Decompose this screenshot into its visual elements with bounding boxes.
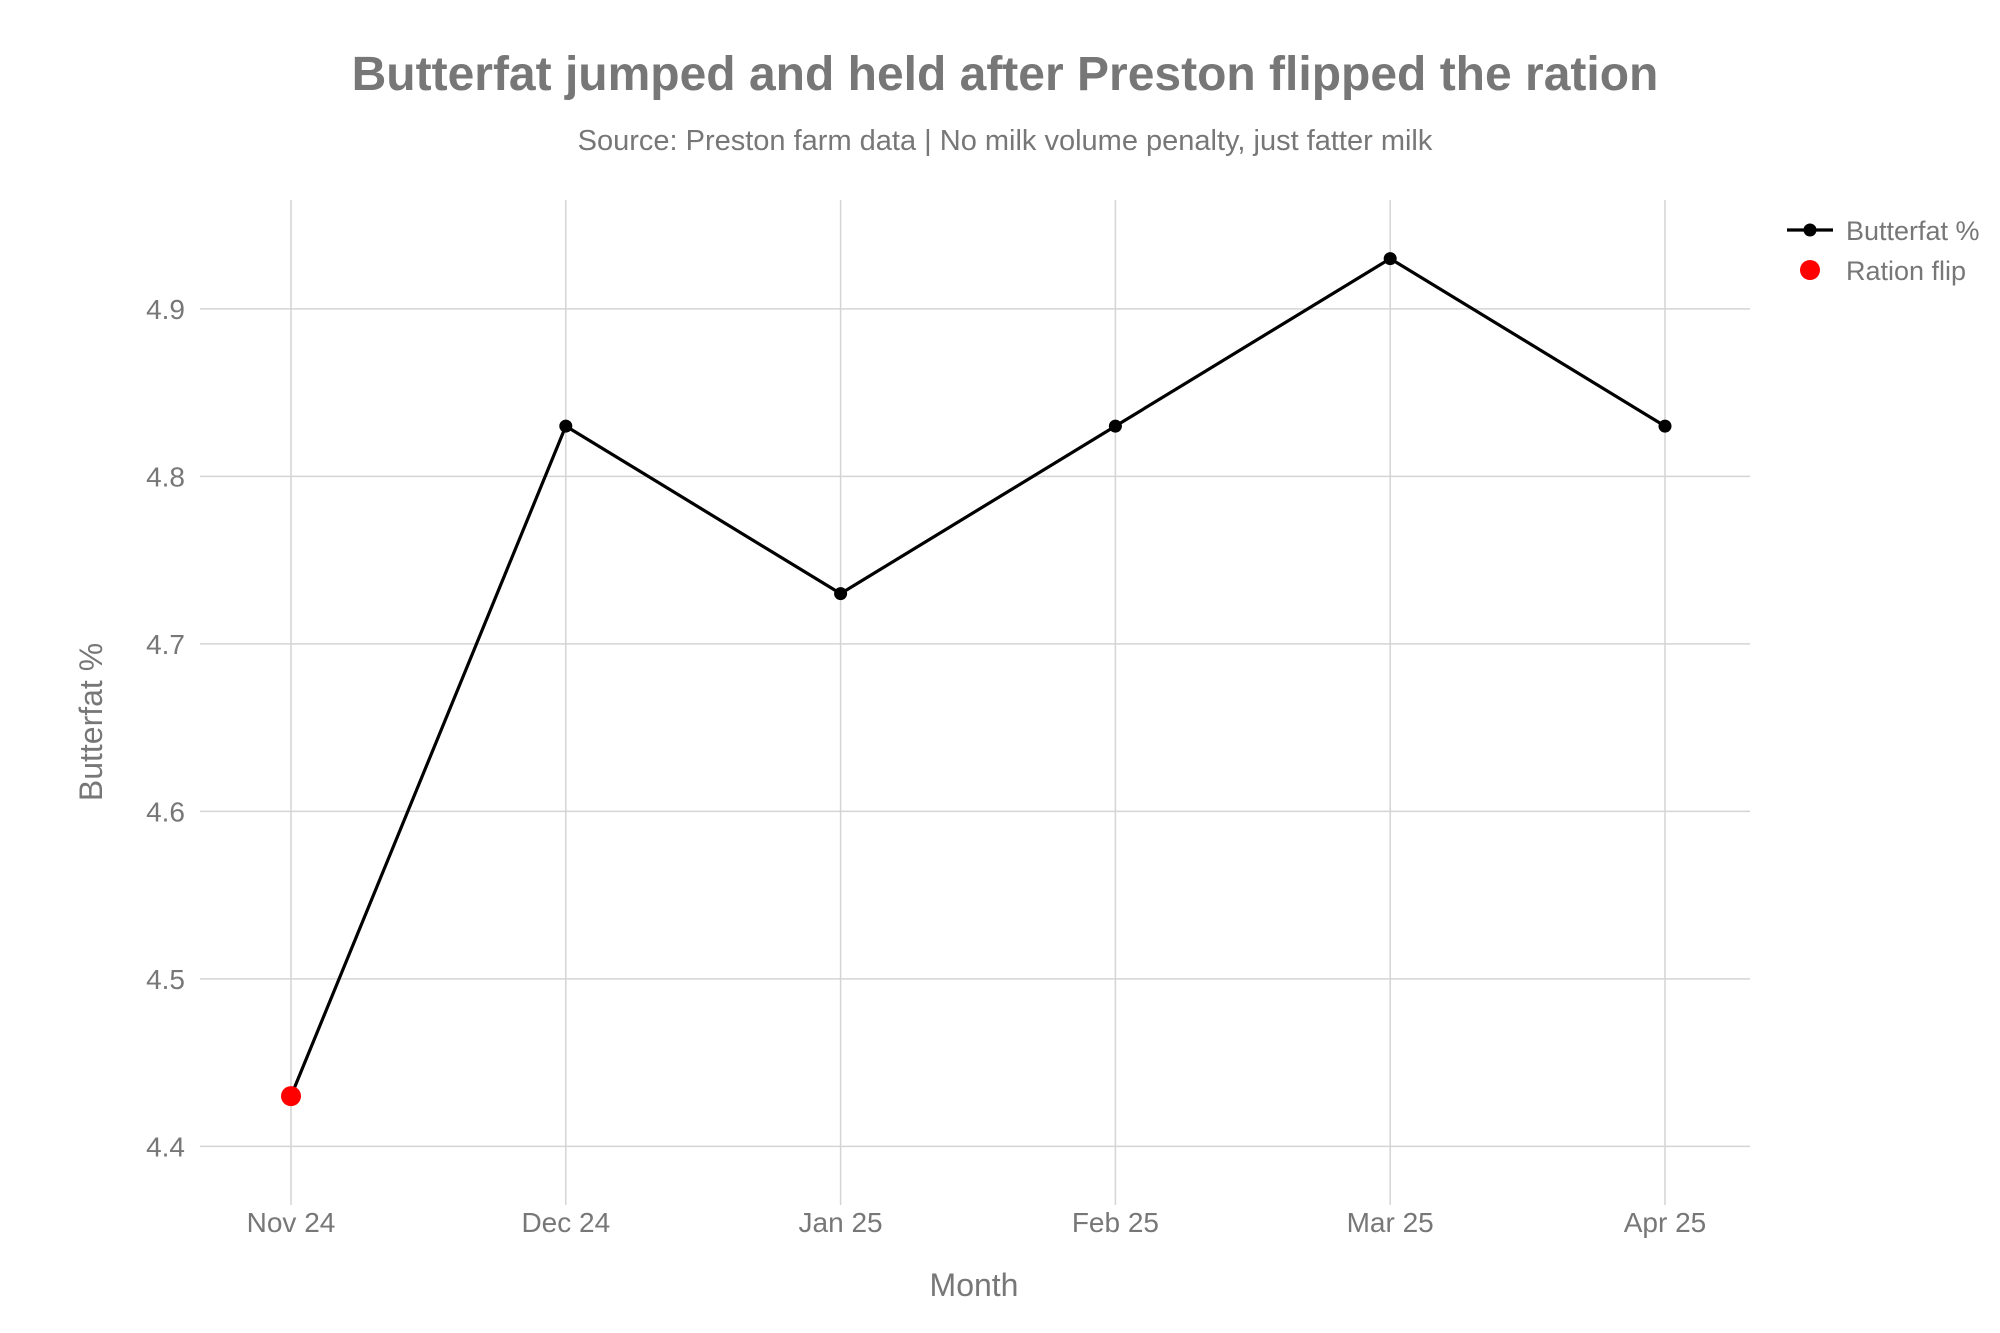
x-tick-label: Feb 25 (1072, 1207, 1159, 1238)
butterfat-data-point (559, 419, 573, 433)
y-tick-label: 4.7 (146, 629, 185, 660)
ration-flip-point (281, 1086, 301, 1107)
x-tick-label: Mar 25 (1347, 1207, 1434, 1238)
legend-ration-flip-marker-icon (1800, 260, 1820, 280)
grid-layer (200, 200, 1750, 1205)
legend-butterfat-marker-icon (1803, 223, 1817, 237)
chart-title: Butterfat jumped and held after Preston … (352, 48, 1659, 101)
y-tick-label: 4.9 (146, 294, 185, 325)
x-tick-label: Apr 25 (1624, 1207, 1707, 1238)
butterfat-data-point (1658, 419, 1672, 433)
butterfat-data-point (834, 587, 848, 601)
y-tick-label: 4.8 (146, 461, 185, 492)
legend: Butterfat % Ration flip (1787, 216, 1980, 286)
legend-ration-flip-label: Ration flip (1846, 256, 1966, 286)
x-axis-ticks: Nov 24 Dec 24 Jan 25 Feb 25 Mar 25 Apr 25 (247, 1207, 1707, 1238)
chart-subtitle: Source: Preston farm data | No milk volu… (578, 125, 1433, 157)
x-axis-title: Month (930, 1267, 1019, 1303)
y-tick-label: 4.6 (146, 796, 185, 827)
legend-butterfat-label: Butterfat % (1846, 216, 1980, 246)
x-tick-label: Nov 24 (247, 1207, 336, 1238)
y-tick-label: 4.5 (146, 964, 185, 995)
y-axis-ticks: 4.4 4.5 4.6 4.7 4.8 4.9 (146, 294, 185, 1163)
butterfat-data-point (1383, 252, 1397, 266)
butterfat-data-point (1108, 419, 1122, 433)
x-tick-label: Jan 25 (799, 1207, 883, 1238)
series-layer (281, 252, 1672, 1107)
y-tick-label: 4.4 (146, 1131, 185, 1162)
x-tick-label: Dec 24 (521, 1207, 610, 1238)
butterfat-series-line (289, 256, 1666, 1097)
y-axis-title: Butterfat % (73, 643, 109, 801)
